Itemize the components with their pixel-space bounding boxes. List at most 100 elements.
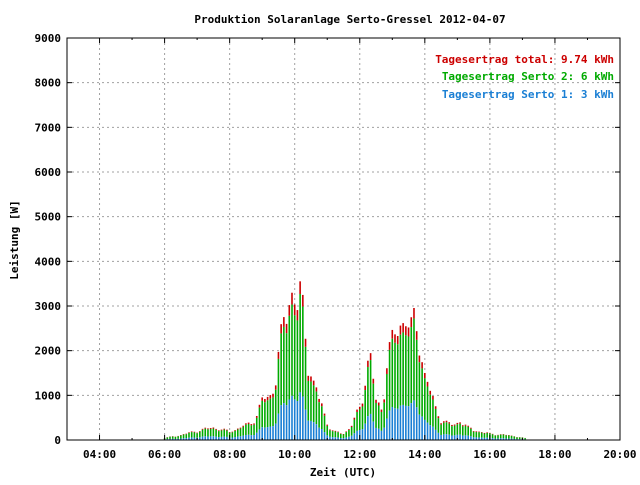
bar-segment-total xyxy=(435,406,437,409)
bar-segment-serto-1 xyxy=(240,436,242,440)
bar-segment-serto-2 xyxy=(476,432,478,437)
bar-segment-serto-2 xyxy=(204,429,206,437)
bar-segment-serto-2 xyxy=(413,319,415,401)
bar xyxy=(500,434,502,440)
bar-segment-serto-2 xyxy=(280,333,282,405)
bar xyxy=(416,331,418,440)
bar-segment-serto-1 xyxy=(294,399,296,440)
bar-segment-serto-1 xyxy=(435,430,437,440)
bar-series-group xyxy=(164,281,526,440)
bar-segment-serto-2 xyxy=(329,430,331,437)
bar xyxy=(457,423,459,440)
x-tick-label: 08:00 xyxy=(213,448,246,461)
bar-segment-total xyxy=(185,434,187,435)
bar-segment-total xyxy=(356,410,358,412)
bar-segment-serto-2 xyxy=(503,435,505,439)
bar-segment-serto-2 xyxy=(242,427,244,436)
bar-segment-total xyxy=(484,433,486,434)
bar xyxy=(316,387,318,440)
bar xyxy=(280,324,282,440)
bar-segment-serto-2 xyxy=(272,397,274,426)
bar-segment-total xyxy=(424,373,426,378)
bar-segment-serto-2 xyxy=(484,433,486,437)
bar xyxy=(432,396,434,440)
bar-segment-total xyxy=(427,382,429,387)
bar-segment-total xyxy=(191,431,193,432)
bar-segment-serto-2 xyxy=(321,406,323,429)
bar xyxy=(242,426,244,440)
bar-segment-serto-2 xyxy=(202,430,204,437)
bar-segment-serto-1 xyxy=(394,408,396,440)
bar-segment-serto-2 xyxy=(481,433,483,438)
bar-segment-serto-2 xyxy=(446,422,448,434)
bar-segment-serto-2 xyxy=(459,424,461,435)
bar-segment-serto-1 xyxy=(402,405,404,440)
bar xyxy=(272,394,274,440)
bar-segment-total xyxy=(413,308,415,319)
bar xyxy=(286,324,288,440)
bar-segment-total xyxy=(359,407,361,410)
bar-segment-total xyxy=(370,353,372,360)
bar-segment-serto-1 xyxy=(419,415,421,440)
bar-segment-serto-2 xyxy=(513,437,515,439)
bar-segment-serto-1 xyxy=(454,435,456,440)
bar-segment-total xyxy=(275,385,277,389)
bar xyxy=(440,423,442,440)
bar xyxy=(470,428,472,440)
bar xyxy=(364,386,366,440)
bar xyxy=(234,430,236,440)
bar xyxy=(429,391,431,440)
bar-segment-serto-2 xyxy=(180,435,182,438)
bar-segment-total xyxy=(272,394,274,398)
bar xyxy=(511,436,513,440)
bar-segment-serto-1 xyxy=(288,400,290,440)
bar-segment-total xyxy=(321,403,323,406)
y-axis-label: Leistung [W] xyxy=(8,200,21,279)
bar-segment-total xyxy=(223,429,225,430)
bar-segment-serto-1 xyxy=(459,435,461,440)
bar-segment-serto-1 xyxy=(448,435,450,440)
bar-segment-serto-2 xyxy=(188,433,190,438)
bar-segment-total xyxy=(332,430,334,431)
bar-segment-total xyxy=(383,399,385,402)
bar-segment-serto-2 xyxy=(175,437,177,439)
bar-segment-total xyxy=(402,323,404,332)
bar xyxy=(324,414,326,440)
bar-segment-total xyxy=(232,432,234,433)
bar-segment-serto-2 xyxy=(297,320,299,401)
bar-segment-serto-1 xyxy=(391,407,393,440)
bar xyxy=(232,432,234,440)
bar-segment-total xyxy=(297,310,299,320)
bar-segment-serto-1 xyxy=(438,433,440,440)
bar-segment-serto-2 xyxy=(454,426,456,436)
bar-segment-serto-1 xyxy=(465,435,467,440)
bar-segment-serto-2 xyxy=(261,401,263,427)
bar xyxy=(508,435,510,440)
bar-segment-total xyxy=(419,356,421,363)
bar xyxy=(223,429,225,440)
bar xyxy=(326,425,328,440)
bar-segment-total xyxy=(348,429,350,430)
y-tick-label: 0 xyxy=(54,434,61,447)
bar xyxy=(394,334,396,440)
bar xyxy=(356,410,358,440)
bar-segment-total xyxy=(446,421,448,423)
bar-segment-total xyxy=(199,431,201,432)
bar-segment-total xyxy=(397,336,399,344)
bar-segment-total xyxy=(270,395,272,399)
bar-segment-serto-2 xyxy=(397,344,399,408)
bar-segment-total xyxy=(489,433,491,434)
bar-segment-total xyxy=(457,423,459,424)
bar-segment-serto-1 xyxy=(210,436,212,440)
bar xyxy=(305,339,307,440)
bar-segment-serto-2 xyxy=(278,359,280,414)
bar-segment-total xyxy=(288,305,290,316)
bar-segment-serto-2 xyxy=(237,429,239,436)
bar-segment-serto-2 xyxy=(427,387,429,423)
bar-segment-serto-1 xyxy=(381,431,383,440)
bar-segment-serto-1 xyxy=(204,436,206,440)
bar-segment-serto-2 xyxy=(410,327,412,403)
x-tick-label: 12:00 xyxy=(343,448,376,461)
bar-segment-total xyxy=(410,317,412,327)
